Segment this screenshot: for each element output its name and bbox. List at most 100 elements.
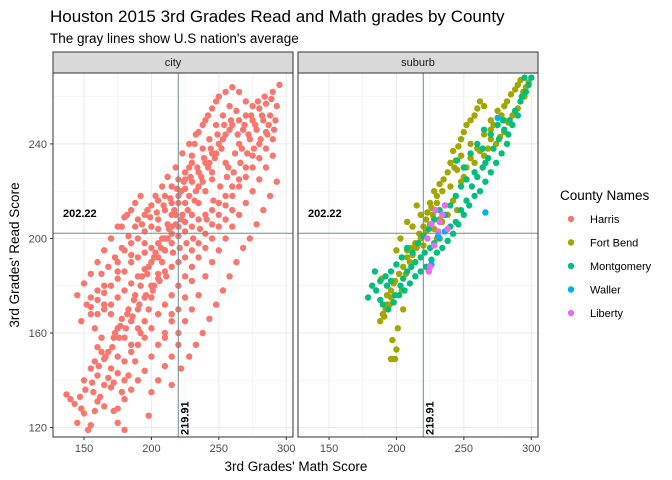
data-point bbox=[262, 100, 270, 107]
data-point bbox=[507, 91, 515, 98]
data-point bbox=[262, 145, 270, 152]
data-point bbox=[115, 334, 123, 341]
axis-ticks: 120 160 200 240 150 200 250 300 150 200 250 300 bbox=[29, 139, 541, 455]
data-point bbox=[242, 112, 249, 119]
data-point bbox=[181, 169, 189, 176]
data-point bbox=[249, 188, 256, 195]
data-point bbox=[210, 197, 217, 204]
data-point bbox=[82, 386, 89, 393]
data-point bbox=[453, 157, 461, 164]
data-point bbox=[235, 88, 243, 96]
data-point bbox=[122, 325, 129, 332]
data-point bbox=[107, 282, 115, 289]
data-point bbox=[107, 365, 115, 372]
data-point bbox=[132, 223, 139, 230]
data-point bbox=[179, 211, 186, 218]
data-point bbox=[457, 178, 465, 185]
data-point bbox=[273, 102, 280, 110]
data-point bbox=[234, 131, 241, 138]
data-point bbox=[493, 140, 500, 148]
x-tick-label: 150 bbox=[75, 443, 93, 455]
data-point bbox=[111, 254, 119, 261]
data-point bbox=[400, 275, 407, 282]
data-point bbox=[152, 249, 159, 256]
data-point bbox=[159, 183, 166, 190]
data-point bbox=[186, 353, 193, 360]
data-point bbox=[467, 154, 474, 162]
data-point bbox=[137, 192, 144, 200]
data-point bbox=[168, 381, 175, 389]
data-point bbox=[246, 235, 254, 242]
data-point bbox=[417, 268, 424, 275]
data-point bbox=[398, 254, 405, 261]
data-point bbox=[241, 121, 248, 129]
data-point bbox=[80, 280, 88, 287]
legend-key bbox=[567, 286, 575, 293]
points-suburb bbox=[364, 74, 535, 363]
data-point bbox=[121, 426, 128, 434]
legend-label: Harris bbox=[590, 214, 620, 226]
data-point bbox=[509, 121, 516, 129]
data-point bbox=[391, 355, 399, 363]
data-point bbox=[117, 322, 124, 330]
data-point bbox=[237, 159, 244, 166]
y-tick-label: 120 bbox=[29, 423, 47, 435]
data-point bbox=[141, 318, 148, 325]
data-point bbox=[215, 211, 222, 218]
data-point bbox=[173, 185, 181, 192]
data-point bbox=[261, 93, 268, 100]
data-point bbox=[168, 183, 175, 190]
data-point bbox=[397, 235, 404, 242]
data-point bbox=[168, 263, 175, 270]
data-point bbox=[98, 334, 105, 341]
data-point bbox=[509, 112, 516, 119]
data-point bbox=[161, 362, 169, 370]
data-point bbox=[433, 199, 441, 207]
data-point bbox=[176, 244, 183, 252]
data-point bbox=[235, 211, 243, 218]
data-point bbox=[494, 121, 501, 129]
data-point bbox=[260, 117, 267, 124]
data-point bbox=[148, 294, 155, 301]
data-point bbox=[480, 131, 488, 138]
data-point bbox=[188, 159, 196, 166]
data-point bbox=[168, 240, 175, 247]
data-point bbox=[181, 294, 189, 301]
data-point bbox=[435, 232, 442, 240]
data-point bbox=[94, 344, 101, 351]
data-point bbox=[94, 258, 101, 266]
data-point bbox=[114, 258, 121, 266]
data-point bbox=[484, 145, 492, 152]
data-point bbox=[181, 273, 189, 280]
data-point bbox=[249, 102, 256, 110]
data-point bbox=[460, 128, 467, 136]
data-point bbox=[382, 273, 389, 280]
data-point bbox=[482, 159, 489, 166]
data-point bbox=[91, 358, 99, 365]
legend-key bbox=[567, 215, 575, 223]
data-point bbox=[436, 180, 443, 188]
data-point bbox=[528, 74, 535, 81]
data-point bbox=[155, 197, 162, 204]
data-point bbox=[155, 341, 162, 348]
data-point bbox=[97, 393, 104, 400]
data-point bbox=[431, 242, 438, 249]
data-point bbox=[487, 126, 494, 133]
data-point bbox=[161, 192, 169, 200]
data-point bbox=[222, 88, 229, 96]
data-point bbox=[202, 244, 209, 252]
data-point bbox=[172, 221, 179, 228]
data-point bbox=[369, 282, 376, 289]
data-point bbox=[503, 98, 511, 105]
data-point bbox=[412, 273, 419, 280]
data-point bbox=[128, 240, 135, 247]
data-point bbox=[192, 131, 200, 138]
data-point bbox=[487, 131, 494, 138]
data-point bbox=[266, 192, 274, 200]
data-point bbox=[128, 386, 135, 393]
data-point bbox=[221, 121, 228, 129]
data-point bbox=[457, 206, 465, 214]
data-point bbox=[239, 244, 247, 252]
data-point bbox=[208, 221, 216, 228]
